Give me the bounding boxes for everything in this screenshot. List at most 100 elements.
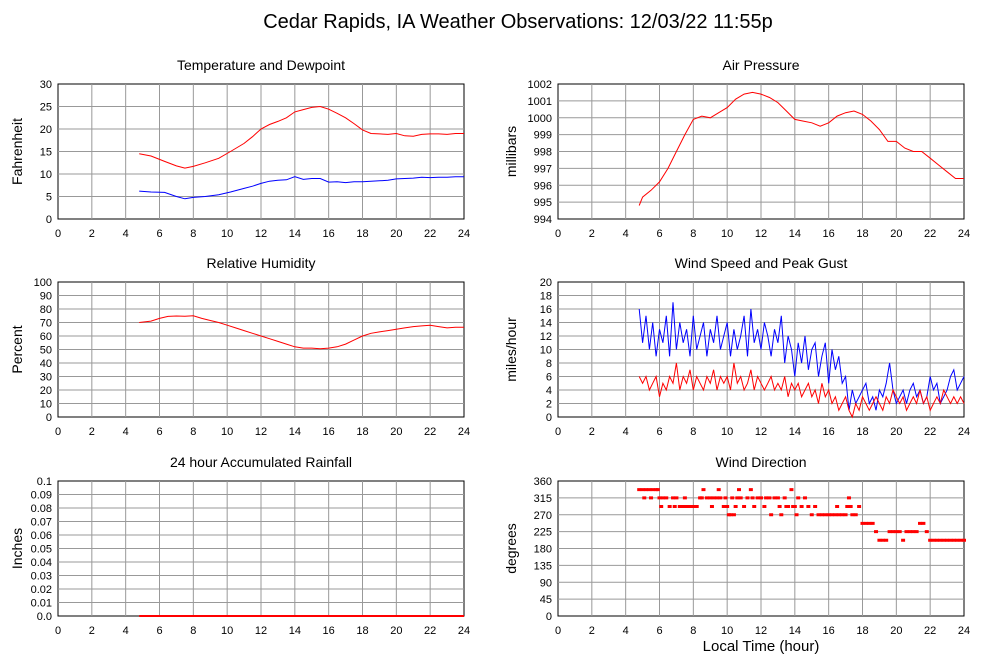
- humidity-y-tick-label: 70: [40, 318, 52, 330]
- direction-point: [924, 530, 929, 534]
- pressure-x-tick-label: 2: [589, 228, 595, 240]
- temperature-y-tick-label: 30: [40, 79, 52, 91]
- direction-chart: 0 2 4 6 8 10 12 14 16 18 20 22 240459013518022527031…: [503, 454, 970, 637]
- pressure-y-tick-label: 995: [534, 197, 552, 209]
- direction-point: [934, 538, 939, 542]
- rainfall-chart-title: 24 hour Accumulated Rainfall: [170, 454, 352, 470]
- direction-point: [649, 496, 654, 500]
- direction-point: [850, 513, 855, 517]
- direction-point: [708, 496, 713, 500]
- temperature-x-tick-label: 4: [123, 228, 129, 240]
- humidity-y-tick-label: 90: [40, 291, 52, 303]
- rainfall-y-tick-label: 0.06: [31, 530, 52, 542]
- wind-chart-title: Wind Speed and Peak Gust: [675, 255, 848, 271]
- direction-point: [845, 505, 850, 508]
- wind-y-tick-label: 2: [546, 399, 552, 411]
- direction-point: [647, 488, 652, 492]
- direction-point: [830, 513, 835, 517]
- wind-y-tick-label: 0: [546, 412, 552, 424]
- direction-point: [674, 496, 679, 500]
- direction-point: [660, 496, 665, 500]
- wind-y-tick-label: 12: [540, 331, 552, 343]
- direction-point: [779, 513, 784, 517]
- direction-point: [792, 505, 797, 508]
- direction-point: [848, 505, 853, 508]
- wind-x-tick-label: 16: [823, 426, 835, 438]
- rainfall-y-tick-label: 0.08: [31, 503, 52, 515]
- humidity-x-tick-label: 24: [458, 426, 470, 438]
- direction-point: [843, 513, 848, 517]
- direction-x-tick-label: 12: [755, 625, 767, 637]
- direction-point: [701, 488, 706, 492]
- wind-y-tick-label: 20: [540, 277, 552, 289]
- rainfall-x-tick-label: 0: [55, 625, 61, 637]
- humidity-chart: 0 2 4 6 8 10 12 14 16 18 20 22 240102030405060708090…: [9, 255, 470, 438]
- temperature-y-tick-label: 0: [46, 214, 52, 226]
- direction-x-tick-label: 0: [555, 625, 561, 637]
- direction-point: [914, 530, 919, 534]
- direction-y-tick-label: 135: [534, 560, 552, 572]
- humidity-x-tick-label: 12: [255, 426, 267, 438]
- pressure-x-tick-label: 18: [856, 228, 868, 240]
- rainfall-x-tick-label: 8: [190, 625, 196, 637]
- direction-point: [836, 513, 841, 517]
- humidity-y-tick-label: 20: [40, 385, 52, 397]
- direction-point: [755, 496, 760, 500]
- direction-point: [823, 513, 828, 517]
- direction-point: [711, 496, 716, 500]
- direction-point: [681, 505, 686, 508]
- humidity-chart-title: Relative Humidity: [207, 255, 316, 271]
- direction-point: [735, 496, 740, 500]
- direction-point: [794, 513, 799, 517]
- temperature-y-tick-label: 5: [46, 192, 52, 204]
- pressure-y-tick-label: 999: [534, 130, 552, 142]
- pressure-y-tick-label: 1002: [528, 79, 552, 91]
- wind-y-tick-label: 14: [540, 318, 552, 330]
- pressure-x-tick-label: 16: [823, 228, 835, 240]
- direction-point: [809, 513, 814, 517]
- direction-point: [643, 488, 648, 492]
- direction-x-tick-label: 16: [823, 625, 835, 637]
- direction-point: [718, 496, 723, 500]
- temperature-x-tick-label: 8: [190, 228, 196, 240]
- direction-point: [731, 513, 736, 517]
- direction-point: [840, 513, 845, 517]
- direction-point: [716, 488, 721, 492]
- direction-x-tick-label: 24: [958, 625, 970, 637]
- temperature-x-tick-label: 18: [356, 228, 368, 240]
- temperature-x-tick-label: 12: [255, 228, 267, 240]
- direction-point: [671, 496, 676, 500]
- pressure-x-tick-label: 12: [755, 228, 767, 240]
- direction-point: [684, 505, 689, 508]
- direction-point: [699, 496, 704, 500]
- temperature-x-tick-label: 24: [458, 228, 470, 240]
- direction-x-tick-label: 14: [789, 625, 801, 637]
- direction-point: [745, 496, 750, 500]
- wind-chart: 0 2 4 6 8 10 12 14 16 18 20 22 2402468101214161820Wi…: [503, 255, 970, 438]
- direction-point: [938, 538, 943, 542]
- pressure-series-red-line: [638, 91, 964, 206]
- direction-chart-title: Wind Direction: [715, 454, 806, 470]
- pressure-y-tick-label: 1000: [528, 113, 552, 125]
- direction-point: [672, 505, 677, 508]
- rainfall-y-tick-label: 0.09: [31, 490, 52, 502]
- direction-point: [951, 538, 956, 542]
- direction-point: [759, 496, 763, 500]
- rainfall-x-tick-label: 16: [323, 625, 335, 637]
- direction-point: [640, 488, 645, 492]
- temperature-chart-title: Temperature and Dewpoint: [177, 57, 345, 73]
- pressure-x-tick-label: 20: [890, 228, 902, 240]
- wind-x-tick-label: 6: [656, 426, 662, 438]
- humidity-y-axis-label: Percent: [9, 325, 25, 373]
- direction-x-tick-label: 2: [589, 625, 595, 637]
- temperature-x-tick-label: 20: [390, 228, 402, 240]
- direction-point: [955, 538, 960, 542]
- pressure-x-tick-label: 6: [656, 228, 662, 240]
- direction-point: [863, 521, 868, 525]
- rainfall-x-tick-label: 12: [255, 625, 267, 637]
- rainfall-x-tick-label: 2: [89, 625, 95, 637]
- x-axis-label: Local Time (hour): [703, 638, 820, 655]
- direction-point: [725, 505, 730, 508]
- direction-point: [659, 505, 664, 508]
